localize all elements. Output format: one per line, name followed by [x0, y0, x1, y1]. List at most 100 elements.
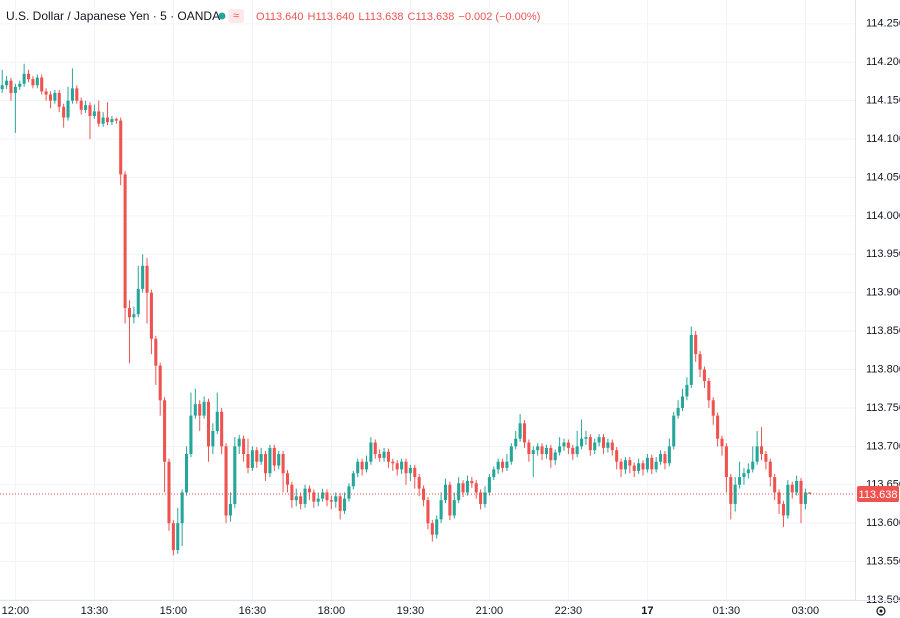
x-tick-label: 17 [641, 605, 653, 617]
candle-body [452, 500, 456, 516]
candle-body [154, 338, 158, 366]
candle-body [264, 454, 268, 474]
candle-body [105, 117, 110, 123]
candle-body [224, 446, 228, 516]
candle-body [44, 91, 48, 95]
candle-body [746, 469, 750, 474]
candle-body [364, 461, 369, 470]
candle-body [663, 454, 667, 464]
candle-body [729, 477, 733, 504]
candle-body [369, 442, 373, 462]
y-tick-label: 113.900 [866, 287, 900, 299]
candle-body [123, 174, 127, 309]
ohlc-label: C [408, 11, 416, 23]
y-tick-label: 113.950 [866, 248, 900, 260]
x-tick-label: 19:30 [397, 605, 425, 617]
candle-body [237, 438, 241, 447]
y-tick-label: 113.800 [866, 363, 900, 375]
candle-body [395, 463, 399, 470]
candle-body [417, 477, 421, 489]
candle-body [9, 80, 13, 93]
candle-body [97, 111, 101, 124]
candle-body [158, 365, 162, 401]
candle-body [597, 437, 601, 443]
candle-body [220, 411, 224, 447]
candle-body [79, 100, 83, 110]
candle-body [127, 308, 132, 318]
candle-body [549, 447, 553, 461]
candle-body [66, 100, 70, 118]
candle-body [84, 105, 88, 110]
candle-body [716, 415, 720, 439]
candle-body [562, 442, 566, 447]
candle-body [676, 407, 680, 416]
candle-body [343, 498, 347, 511]
candle-body [119, 120, 123, 175]
candle-body [724, 446, 728, 478]
ohlc-legend: O113.640 H113.640 L113.638 C113.638 −0.002 (… [256, 11, 540, 23]
candle-body [215, 411, 219, 431]
candle-body [606, 442, 610, 448]
candle-body [163, 400, 167, 462]
symbol-title: U.S. Dollar / Japanese Yen · 5 · OANDA [6, 9, 220, 23]
candle-body [70, 88, 74, 101]
gear[interactable] [876, 606, 886, 616]
candle-body [540, 446, 544, 455]
x-tick-label: 01:30 [713, 605, 741, 617]
candle-body [707, 381, 711, 401]
candle-body [26, 73, 31, 80]
candle-body [790, 484, 794, 493]
candle-body [228, 503, 232, 516]
candle-body [430, 523, 434, 535]
candle-body [48, 94, 53, 101]
candle-body [522, 423, 527, 443]
candle-body [180, 492, 184, 524]
candle-body [698, 354, 702, 370]
candle-body [136, 288, 140, 315]
candle-body [465, 480, 469, 493]
candle-body [742, 473, 746, 478]
candle-body [610, 442, 614, 451]
candle-body [645, 457, 649, 470]
candle-body [672, 415, 676, 447]
last-price-tag [857, 485, 899, 502]
candle-body [483, 492, 487, 504]
candle-body [272, 447, 276, 466]
candle-body [711, 400, 715, 416]
candle-body [413, 467, 417, 478]
candle-body [22, 73, 26, 84]
candle-body [404, 461, 408, 474]
candle-body [501, 461, 505, 468]
candle-body [768, 461, 772, 478]
candle-body [242, 438, 246, 455]
candle-body [439, 500, 443, 520]
candle-body [334, 496, 338, 502]
y-tick-label: 114.200 [866, 56, 900, 68]
x-tick-label: 03:00 [792, 605, 820, 617]
axes: 113.500113.550113.600113.650113.700113.7… [2, 18, 900, 617]
candle-body [448, 484, 452, 516]
candle-body [198, 404, 202, 416]
candle-body [299, 496, 303, 504]
x-tick-label: 13:30 [81, 605, 109, 617]
candle-body [470, 480, 474, 484]
candle-body [667, 446, 671, 464]
ohlc-label: O [256, 11, 265, 23]
settings-icon[interactable] [876, 606, 886, 616]
ohlc-value: 113.640 [265, 11, 304, 23]
candle-body [176, 523, 180, 551]
candle-body [654, 461, 658, 470]
candle-body [615, 450, 619, 462]
candle-body [171, 523, 175, 551]
candle-body [277, 454, 281, 466]
candle-body [347, 486, 351, 499]
x-tick-label: 12:00 [2, 605, 30, 617]
candle-body [167, 461, 171, 524]
candle-body [259, 454, 263, 462]
candle-body [285, 473, 290, 485]
candle-body [132, 314, 136, 318]
candle-body [487, 477, 491, 493]
candle-body [558, 446, 562, 453]
candle-body [382, 451, 386, 458]
candle-body [307, 488, 311, 493]
